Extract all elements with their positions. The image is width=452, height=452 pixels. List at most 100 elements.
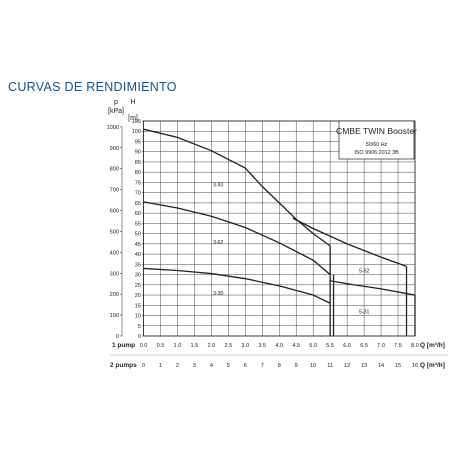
h-axis-unit: [m] xyxy=(128,115,138,122)
p-tick-label: 600 xyxy=(110,209,119,215)
x-tick-label-2pumps: 3 xyxy=(193,363,196,369)
h-tick-label: 90 xyxy=(135,150,141,156)
h-tick-label: 25 xyxy=(135,283,141,289)
p-tick-label: 700 xyxy=(110,188,119,194)
x-tick-label-2pumps: 4 xyxy=(210,363,213,369)
legend-frequency: 50/60 Hz xyxy=(366,142,388,148)
x-tick-label-1pump: 2.0 xyxy=(207,343,215,349)
x-tick-label-2pumps: 12 xyxy=(344,363,350,369)
x-row1-label: 1 pump xyxy=(112,342,135,349)
x-tick-label-1pump: 8.0 xyxy=(411,343,419,349)
h-tick-label: 35 xyxy=(135,262,141,268)
h-tick-label: 0 xyxy=(138,334,141,340)
p-tick-label: 100 xyxy=(110,313,119,319)
x-row2-unit: Q [m³/h] xyxy=(420,362,445,369)
x-tick-label-2pumps: 8 xyxy=(278,363,281,369)
series-line-5-31 xyxy=(330,280,416,296)
x-tick-label-1pump: 5.5 xyxy=(326,343,334,349)
curve-label-3-62: 3-62 xyxy=(213,240,223,246)
plot-frame xyxy=(143,120,416,337)
x-tick-label-2pumps: 7 xyxy=(261,363,264,369)
h-tick-label: 80 xyxy=(135,170,141,176)
p-axis-unit: [kPa] xyxy=(108,108,124,115)
x-tick-label-1pump: 6.5 xyxy=(360,343,368,349)
p-tick-label: 1000 xyxy=(107,125,119,131)
h-tick-label: 45 xyxy=(135,242,141,248)
h-tick-label: 60 xyxy=(135,211,141,217)
h-tick-label: 100 xyxy=(132,129,141,135)
x-tick-label-1pump: 3.0 xyxy=(241,343,249,349)
series-line-3-93 xyxy=(143,128,331,247)
p-tick-label: 500 xyxy=(110,229,119,235)
p-tick-label: 800 xyxy=(110,167,119,173)
x-tick-label-2pumps: 11 xyxy=(327,363,333,369)
p-tick-label: 300 xyxy=(110,271,119,277)
x-tick-label-2pumps: 16 xyxy=(412,363,418,369)
h-tick-label: 55 xyxy=(135,221,141,227)
x-tick-label-1pump: 5.0 xyxy=(309,343,317,349)
x-tick-label-1pump: 1.0 xyxy=(174,343,182,349)
x-tick-label-1pump: 0.5 xyxy=(157,343,165,349)
p-tick-label: 400 xyxy=(110,250,119,256)
legend-box: CMBE TWIN Booster 50/60 Hz ISO 9906:2012… xyxy=(336,120,417,160)
x-axis-ticks-2pumps: 0 1 2 3 4 5 6 7 8 9 10 11 12 13 14 15 16 xyxy=(142,363,418,369)
x-tick-label-1pump: 1.5 xyxy=(191,343,199,349)
x-tick-label-2pumps: 13 xyxy=(361,363,367,369)
h-axis-label: H xyxy=(130,99,135,106)
x-tick-label-2pumps: 15 xyxy=(395,363,401,369)
legend-title: CMBE TWIN Booster xyxy=(336,126,417,136)
p-axis-label: p xyxy=(114,99,118,106)
x-row2-label: 2 pumps xyxy=(110,362,137,369)
curve-label-5-62: 5-62 xyxy=(359,269,369,275)
h-axis-ticks: 0 5 10 15 20 25 30 35 40 45 50 55 60 65 70 75 80 85 90 95 10… xyxy=(132,119,144,340)
legend-standard: ISO 9906:2012 3B xyxy=(354,150,399,156)
p-tick-label: 200 xyxy=(110,292,119,298)
h-tick-label: 20 xyxy=(135,293,141,299)
page-title: CURVAS DE RENDIMIENTO xyxy=(8,80,177,94)
x-axis-ticks-1pump: 0.0 0.5 1.0 1.5 2.0 2.5 3.0 3.5 4.0 4.5 5.0 5.5 6.0 6… xyxy=(140,343,419,349)
h-tick-label: 70 xyxy=(135,191,141,197)
h-tick-label: 15 xyxy=(135,303,141,309)
p-tick-label: 0 xyxy=(116,334,119,340)
x-tick-label-1pump: 7.0 xyxy=(377,343,385,349)
x-tick-label-1pump: 0.0 xyxy=(140,343,148,349)
flow-limit-layer xyxy=(329,245,416,336)
h-tick-label: 75 xyxy=(135,180,141,186)
x-tick-label-2pumps: 1 xyxy=(159,363,162,369)
h-tick-label: 30 xyxy=(135,273,141,279)
p-tick-label: 900 xyxy=(110,146,119,152)
h-tick-label: 95 xyxy=(135,139,141,145)
series-line-3-30 xyxy=(143,267,331,304)
curve-label-3-93: 3-93 xyxy=(213,183,223,189)
h-tick-label: 65 xyxy=(135,201,141,207)
h-tick-label: 40 xyxy=(135,252,141,258)
h-tick-label: 50 xyxy=(135,232,141,238)
x-tick-label-1pump: 2.5 xyxy=(224,343,232,349)
x-tick-label-1pump: 3.5 xyxy=(258,343,266,349)
h-tick-label: 5 xyxy=(138,324,141,330)
series-layer xyxy=(143,128,416,304)
curve-label-5-31: 5-31 xyxy=(359,309,369,315)
legend-frame xyxy=(338,120,415,160)
x-tick-label-2pumps: 2 xyxy=(176,363,179,369)
x-tick-label-2pumps: 5 xyxy=(227,363,230,369)
x-row1-unit: Q [m³/h] xyxy=(420,342,445,349)
h-tick-label: 10 xyxy=(135,314,141,320)
p-axis-ticks: 0 100 200 300 400 500 600 700 800 900 1000 xyxy=(107,125,123,340)
x-tick-label-1pump: 4.5 xyxy=(292,343,300,349)
x-tick-label-2pumps: 0 xyxy=(142,363,145,369)
x-tick-label-2pumps: 10 xyxy=(310,363,316,369)
series-line-5-62 xyxy=(292,217,407,267)
x-tick-label-1pump: 7.5 xyxy=(394,343,402,349)
h-tick-label: 85 xyxy=(135,160,141,166)
h-tick-label: 105 xyxy=(132,119,141,125)
curve-label-3-30: 3-30 xyxy=(213,291,223,297)
x-tick-label-2pumps: 14 xyxy=(378,363,384,369)
x-tick-label-2pumps: 6 xyxy=(244,363,247,369)
x-tick-label-2pumps: 9 xyxy=(295,363,298,369)
x-tick-label-1pump: 6.0 xyxy=(343,343,351,349)
series-line-3-62 xyxy=(143,201,331,276)
x-tick-label-1pump: 4.0 xyxy=(275,343,283,349)
curve-labels-layer: 3-93 3-62 3-30 5-62 5-31 xyxy=(213,183,369,316)
